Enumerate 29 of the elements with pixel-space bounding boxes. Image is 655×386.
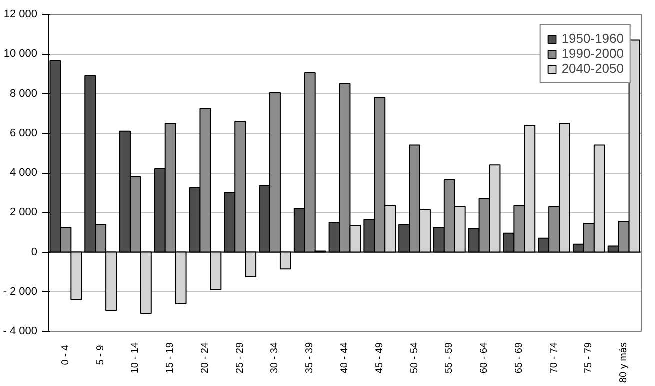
x-tick-label: 35 - 39 [304,342,316,374]
x-tick-label: 55 - 59 [444,342,456,374]
y-tick-label: 0 [31,246,38,258]
x-tick-label: 80 y más [618,342,630,384]
x-tick-label: 30 - 34 [270,342,281,374]
legend-label: 1950-1960 [562,31,624,46]
y-tick-label: 2 000 [10,206,38,219]
y-tick-label: 8 000 [10,88,38,100]
x-tick-label: 20 - 24 [200,342,211,374]
x-tick-label: 5 - 9 [95,344,106,366]
x-tick-label: 0 - 4 [60,344,72,366]
x-tick-label: 50 - 54 [409,342,420,374]
x-tick-label: 15 - 19 [165,342,176,374]
x-tick-label: 70 - 74 [548,342,560,374]
x-tick-label: 65 - 69 [514,342,525,374]
y-tick-label: - 4 000 [3,326,38,338]
x-tick-label: 10 - 14 [130,342,142,374]
x-tick-label: 40 - 44 [340,342,350,374]
y-tick-label: 6 000 [10,127,38,140]
legend-label: 1990-2000 [562,46,624,61]
y-tick-label: 4 000 [10,167,38,179]
y-tick-label: 10 000 [4,48,38,60]
legend-label: 2040-2050 [562,61,624,76]
x-tick-label: 25 - 29 [234,342,246,374]
x-tick-label: 75 - 79 [584,342,595,374]
y-tick-label: 12 000 [4,8,38,20]
x-tick-label: 60 - 64 [479,342,490,374]
x-tick-label: 45 - 49 [374,342,386,374]
y-tick-label: - 2 000 [3,286,38,298]
